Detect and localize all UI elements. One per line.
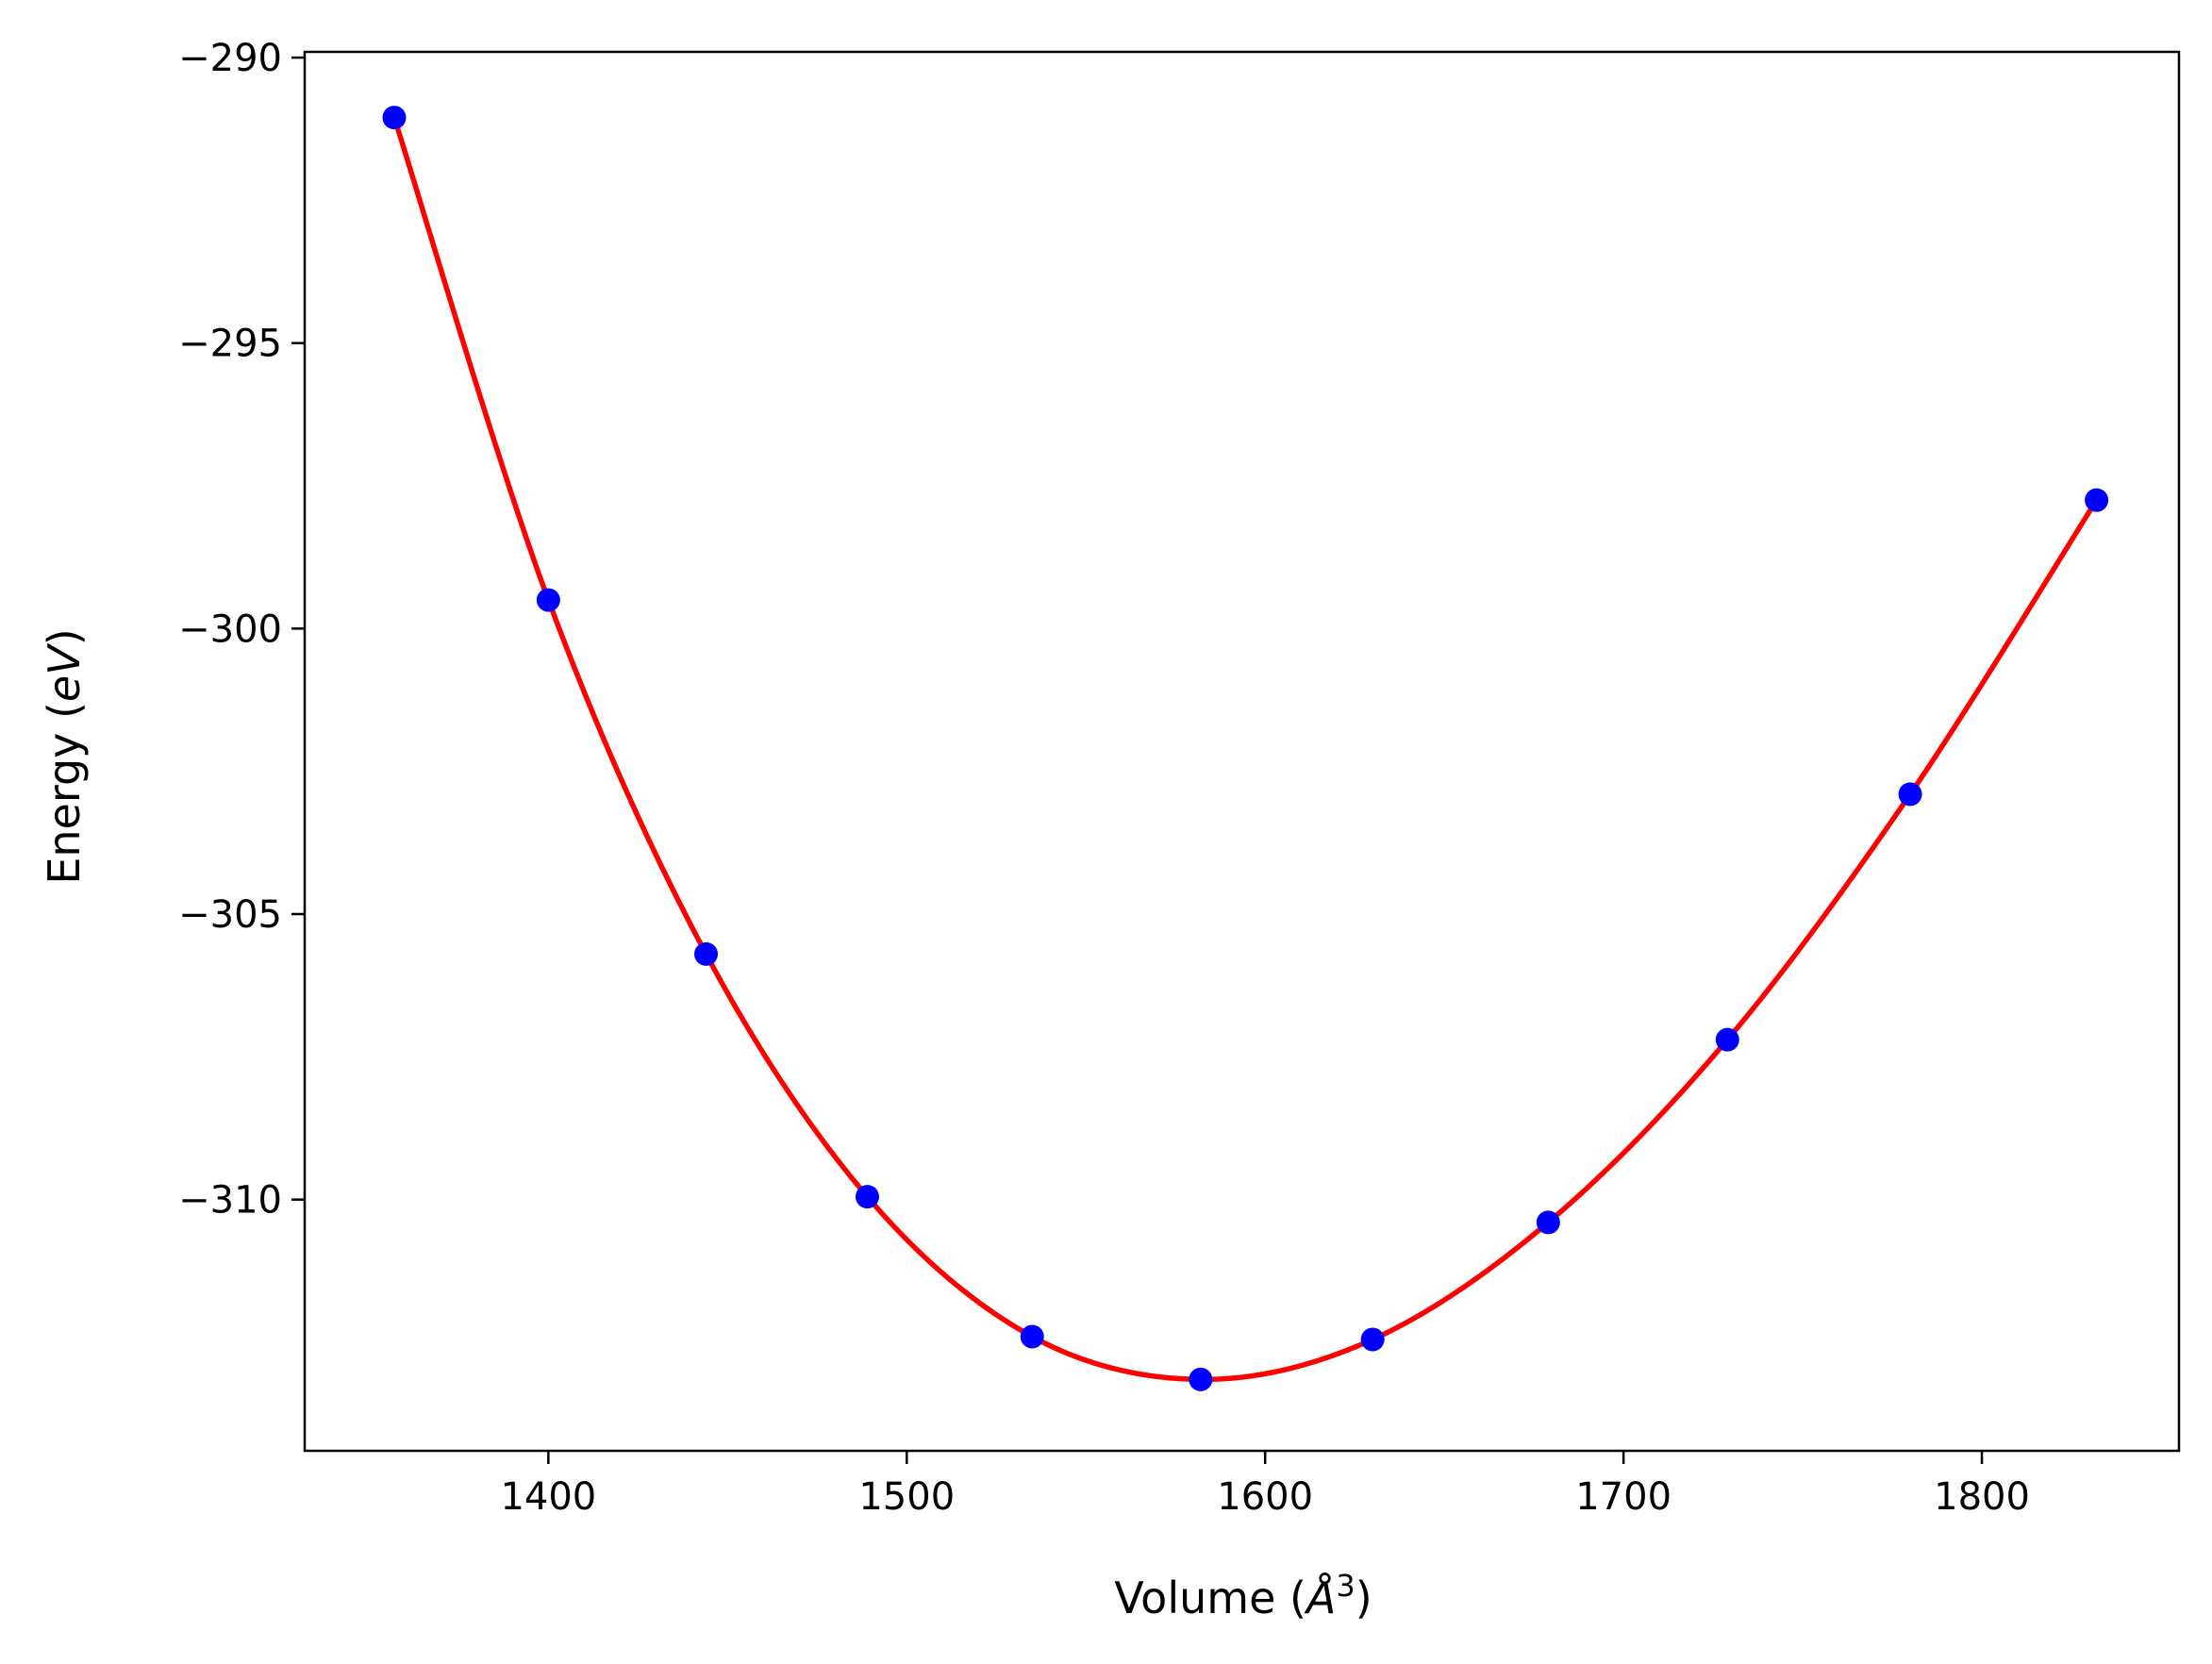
y-axis-label: Energy (eV) — [39, 628, 90, 884]
x-tick-label: 1400 — [500, 1475, 596, 1519]
fit-line-layer — [391, 116, 2099, 1383]
x-tick-label: 1700 — [1575, 1475, 1671, 1519]
x-tick-label: 1800 — [1934, 1475, 2030, 1519]
x-tick-label: 1600 — [1217, 1475, 1313, 1519]
data-point — [1715, 1027, 1739, 1052]
y-tick-label: −290 — [178, 37, 282, 80]
axes-frame — [303, 50, 2181, 1453]
data-point — [1360, 1327, 1385, 1352]
y-tick-label: −300 — [178, 607, 282, 651]
data-points-layer — [382, 106, 2109, 1391]
data-point — [694, 941, 719, 966]
data-point — [1898, 782, 1922, 807]
x-axis-label: Volume (Å3) — [1114, 1568, 1372, 1623]
y-ticks: −290 −295 −300 −305 −310 — [178, 37, 305, 1223]
x-tick-label: 1500 — [858, 1475, 955, 1519]
fit-curve — [391, 116, 2099, 1383]
y-tick-label: −295 — [178, 323, 282, 366]
data-point — [1020, 1324, 1044, 1349]
x-ticks: 1400 1500 1600 1700 1800 — [500, 1451, 2030, 1519]
data-point — [1189, 1367, 1213, 1391]
y-tick-label: −305 — [178, 893, 282, 937]
data-point — [2085, 488, 2109, 512]
data-point — [536, 588, 560, 612]
data-point — [855, 1185, 879, 1209]
y-tick-label: −310 — [178, 1179, 282, 1223]
data-point — [1536, 1210, 1560, 1235]
data-point — [382, 106, 407, 130]
